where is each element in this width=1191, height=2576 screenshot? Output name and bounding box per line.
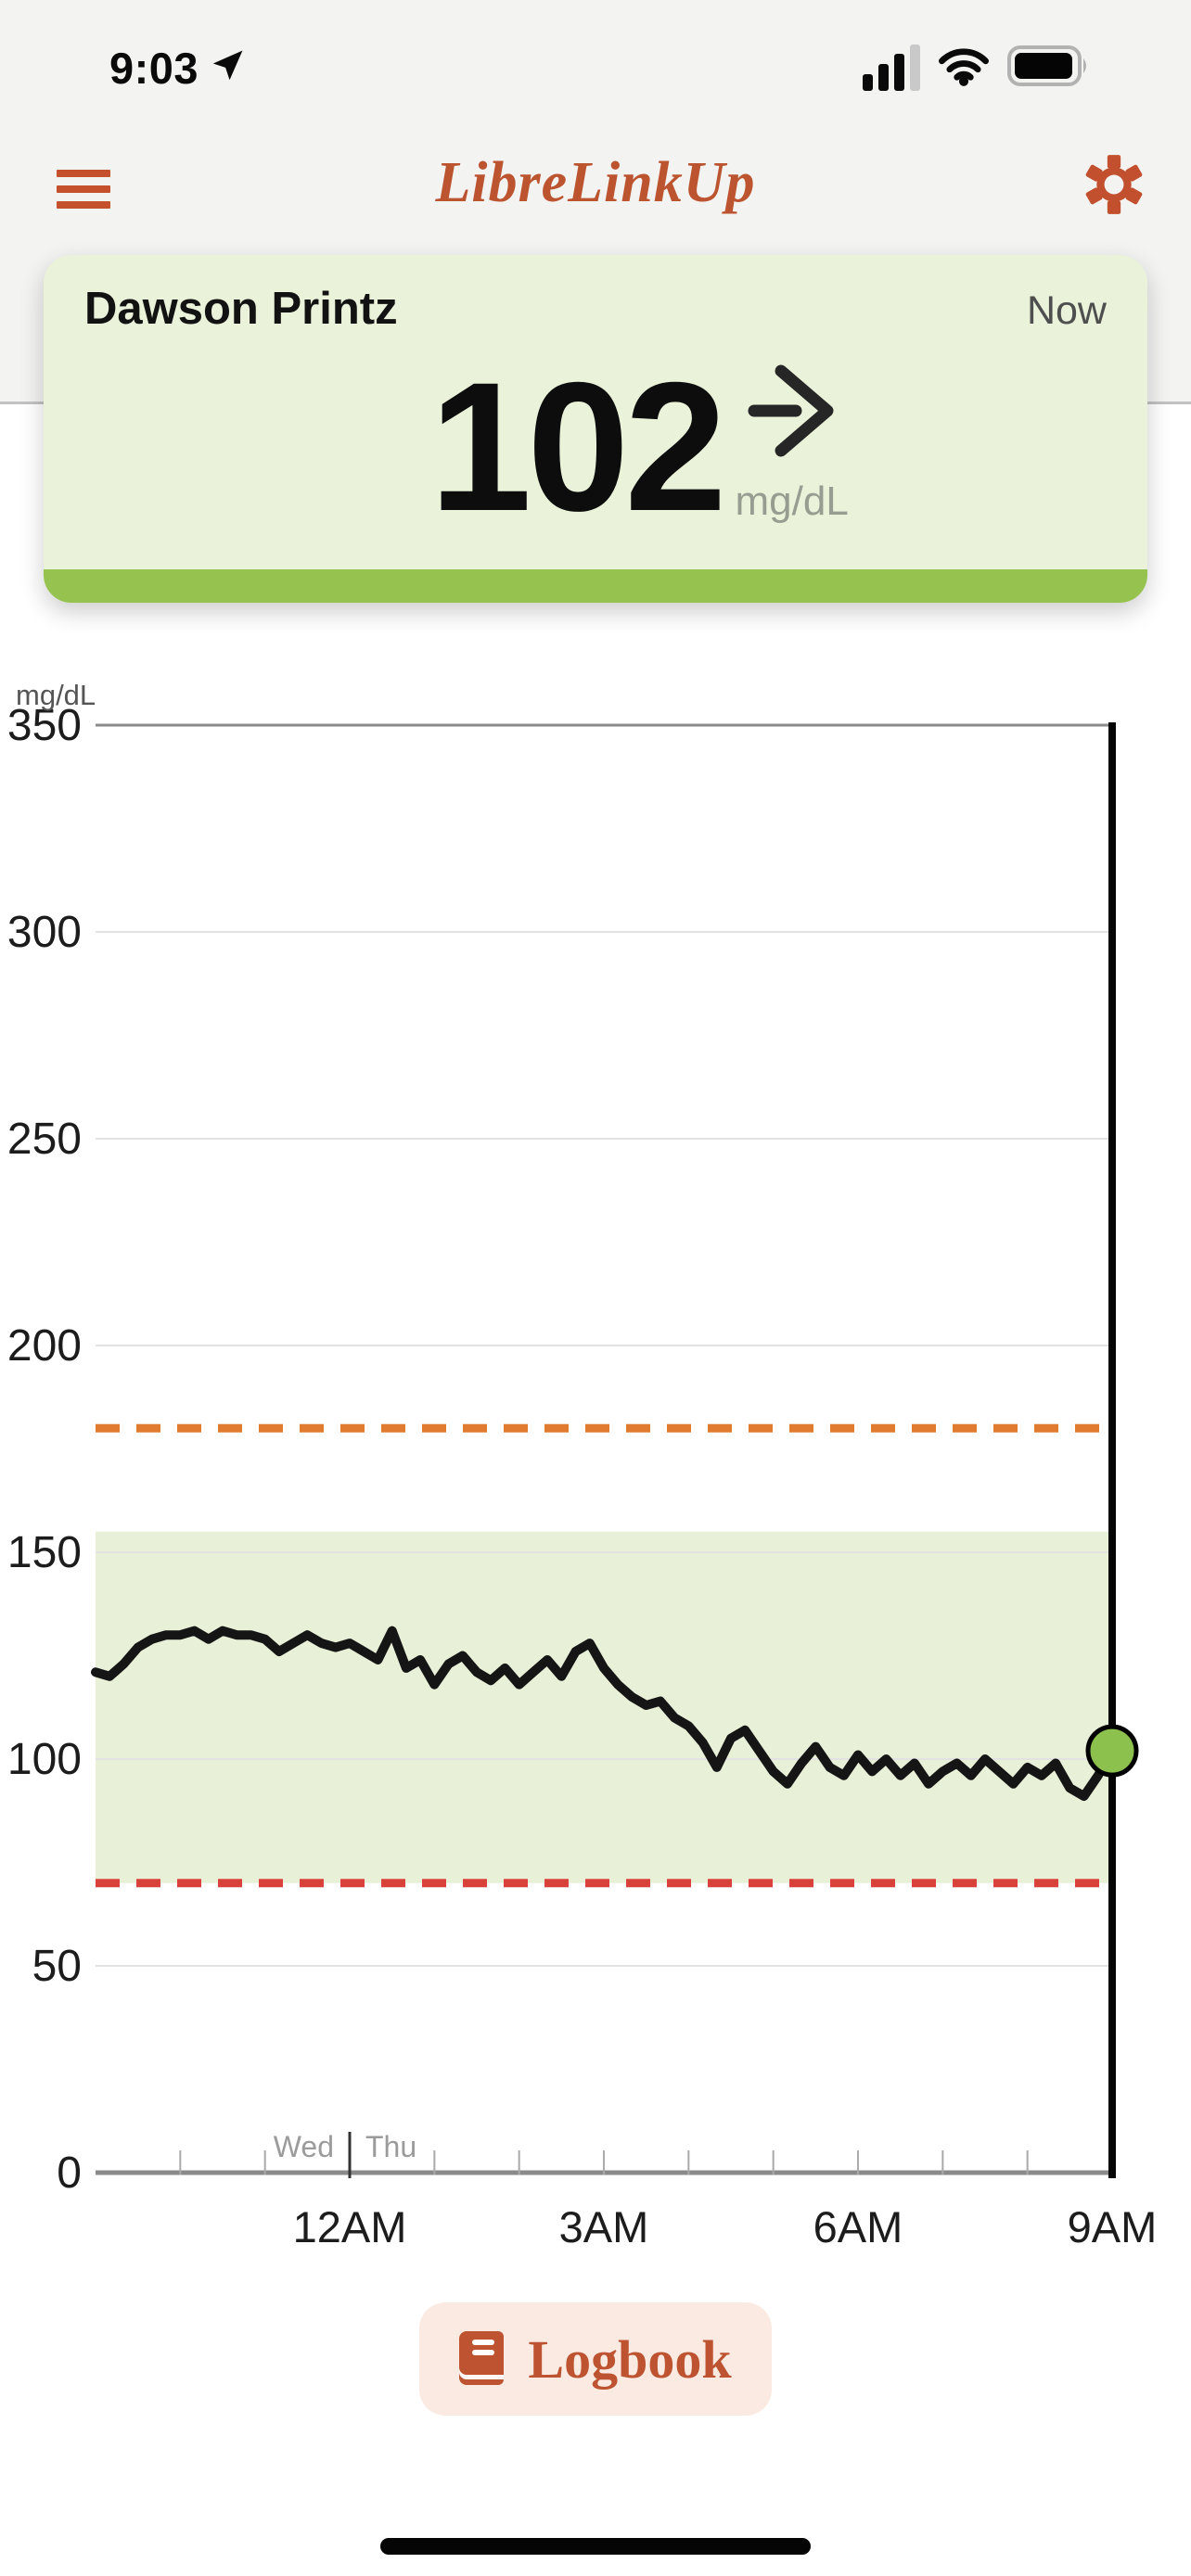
glucose-trace <box>91 1626 1117 1802</box>
trend-steady-arrow-icon <box>744 364 840 462</box>
current-glucose-dot <box>1085 1724 1139 1778</box>
y-tick-label: 300 <box>7 908 82 957</box>
gear-icon <box>1085 155 1143 214</box>
glucose-unit: mg/dL <box>735 478 849 524</box>
y-tick-label: 350 <box>7 701 82 750</box>
day-label-left: Wed <box>274 2130 334 2163</box>
patient-name: Dawson Printz <box>84 284 398 334</box>
reading-timestamp: Now <box>1026 288 1107 333</box>
wifi-icon <box>939 47 989 91</box>
y-axis-unit-label: mg/dL <box>16 679 96 711</box>
x-tick-label: 9AM <box>1068 2202 1158 2251</box>
y-tick-label: 0 <box>57 2149 82 2198</box>
glucose-chart[interactable]: 0 50 100 150 200 250 300 350 mg/dL Wed Thu 12AM 3AM 6… <box>0 649 1191 2281</box>
home-indicator[interactable] <box>380 2538 811 2555</box>
logbook-button[interactable]: Logbook <box>419 2302 772 2416</box>
y-tick-label: 150 <box>7 1528 82 1577</box>
cellular-signal-icon <box>863 45 920 91</box>
app-bar: LibreLinkUp <box>0 139 1191 241</box>
y-tick-label: 50 <box>32 1942 82 1991</box>
logbook-label: Logbook <box>528 2328 732 2390</box>
status-strip <box>44 569 1147 603</box>
menu-button[interactable] <box>57 170 110 209</box>
glucose-value: 102 <box>429 344 726 549</box>
y-tick-label: 100 <box>7 1735 82 1784</box>
status-bar: 9:03 <box>0 35 1191 100</box>
x-tick-label: 3AM <box>559 2202 649 2251</box>
day-label-right: Thu <box>365 2130 416 2163</box>
patient-card[interactable]: Dawson Printz Now 102 mg/dL <box>44 255 1147 603</box>
x-tick-label: 12AM <box>293 2202 407 2251</box>
battery-icon <box>1007 45 1091 91</box>
settings-button[interactable] <box>1083 154 1145 215</box>
app-title: LibreLinkUp <box>435 151 756 214</box>
logbook-book-icon <box>459 2330 505 2388</box>
y-tick-label: 200 <box>7 1321 82 1371</box>
x-tick-label: 6AM <box>813 2202 903 2251</box>
y-tick-label: 250 <box>7 1115 82 1164</box>
location-arrow-icon <box>210 48 245 88</box>
clock: 9:03 <box>109 43 199 93</box>
target-range-band <box>96 1531 1112 1883</box>
